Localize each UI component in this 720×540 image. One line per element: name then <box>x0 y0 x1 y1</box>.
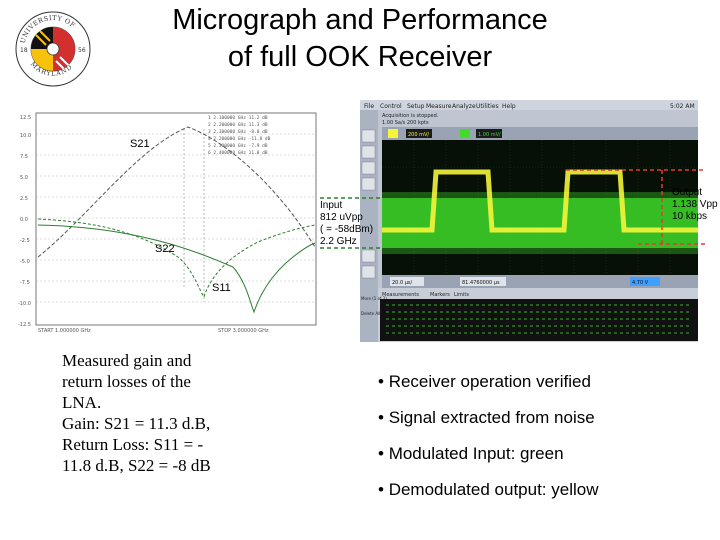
svg-text:5.0: 5.0 <box>20 175 28 181</box>
oscilloscope-screenshot: File Control Setup Measure Analyze Utili… <box>360 100 698 342</box>
ch1-scale[interactable]: 200 mV/ <box>408 132 429 138</box>
input-label: Input <box>320 200 343 211</box>
svg-text:5 2.300000 GHz -7.9 dB: 5 2.300000 GHz -7.9 dB <box>208 143 268 149</box>
sparameter-plot: 12.5 10.0 7.5 5.0 2.5 0.0 -2.5 -5.0 -7.5 -10.0… <box>18 112 317 333</box>
input-amplitude: 812 uVpp <box>320 212 363 223</box>
acquisition-status: Acquisition is stopped. <box>382 113 439 119</box>
tab-limits[interactable]: Limits <box>454 292 469 298</box>
menu-setup[interactable]: Setup <box>407 103 425 110</box>
tab-markers[interactable]: Markers <box>430 292 450 298</box>
svg-text:-12.5: -12.5 <box>18 322 31 328</box>
svg-text:-7.5: -7.5 <box>20 280 30 286</box>
svg-text:-10.0: -10.0 <box>18 301 31 307</box>
menu-file[interactable]: File <box>364 103 374 110</box>
input-annotation: Input 812 uVpp ( = -58dBm) 2.2 GHz <box>320 200 373 248</box>
position-value[interactable]: 81.4760000 µs <box>462 280 500 286</box>
caption-line-2: return losses of the <box>62 372 191 391</box>
s22-label: S22 <box>155 243 175 255</box>
caption-line-3: LNA. <box>62 393 102 412</box>
s11-label: S11 <box>212 282 231 294</box>
menu-utilities[interactable]: Utilities <box>476 103 499 110</box>
svg-text:4 2.200000 GHz -11.8 dB: 4 2.200000 GHz -11.8 dB <box>208 136 271 142</box>
svg-text:10.0: 10.0 <box>20 133 31 139</box>
caption-line-4: Gain: S21 = 11.3 d.B, <box>62 414 211 433</box>
output-datarate: 10 kbps <box>672 211 708 222</box>
menu-analyze[interactable]: Analyze <box>452 103 476 110</box>
scope-clock: 5:02 AM <box>670 103 695 110</box>
svg-text:2.5: 2.5 <box>20 196 28 202</box>
ch2-scale[interactable]: 1.00 mV/ <box>478 132 501 138</box>
title-line-2: of full OOK Receiver <box>227 41 493 73</box>
bullet-item: Demodulated output: yellow <box>378 472 599 508</box>
bullet-item: Signal extracted from noise <box>378 400 598 436</box>
sample-rate: 1.00 Sa/s 200 kpts <box>382 120 429 126</box>
results-bullet-list: Receiver operation verified Signal extra… <box>378 364 599 508</box>
menu-control[interactable]: Control <box>380 103 402 110</box>
trigger-value[interactable]: 4.70 V <box>632 280 649 286</box>
plot-caption: Measured gain and return losses of the L… <box>62 350 252 476</box>
output-annotation: Output 1.138 Vpp 10 kbps <box>672 187 718 223</box>
caption-line-5: Return Loss: S11 = - <box>62 435 204 454</box>
svg-text:0.0: 0.0 <box>20 217 28 223</box>
caption-line-6: 11.8 d.B, S22 = -8 dB <box>62 456 211 475</box>
timebase-value[interactable]: 20.0 µs/ <box>392 280 413 286</box>
tab-measurements[interactable]: Measurements <box>382 292 419 298</box>
svg-text:3 2.300000 GHz -8.0 dB: 3 2.300000 GHz -8.0 dB <box>208 129 268 135</box>
menu-help[interactable]: Help <box>502 103 516 110</box>
svg-text:1 2.100000 GHz 11.2 dB: 1 2.100000 GHz 11.2 dB <box>208 115 268 121</box>
more-button[interactable]: More (1 of 2) <box>361 296 387 301</box>
slide-title: Micrograph and Performance of full OOK R… <box>100 2 620 76</box>
title-line-1: Micrograph and Performance <box>172 4 548 36</box>
caption-line-1: Measured gain and <box>62 351 192 370</box>
bullet-item: Receiver operation verified <box>378 364 598 400</box>
input-frequency: 2.2 GHz <box>320 236 357 247</box>
svg-text:12.5: 12.5 <box>20 115 31 121</box>
svg-text:18: 18 <box>20 47 28 54</box>
svg-text:2 2.200000 GHz 11.3 dB: 2 2.200000 GHz 11.3 dB <box>208 122 268 128</box>
input-power: ( = -58dBm) <box>320 224 374 235</box>
output-amplitude: 1.138 Vpp <box>672 199 718 210</box>
svg-text:56: 56 <box>78 47 86 54</box>
university-seal-logo: 18 56 UNIVERSITY OF MARYLAND <box>15 11 91 87</box>
delete-all-button[interactable]: Delete All <box>361 311 380 316</box>
svg-text:7.5: 7.5 <box>20 154 28 160</box>
svg-text:-5.0: -5.0 <box>20 259 30 265</box>
s21-label: S21 <box>130 138 150 150</box>
svg-text:6 2.400000 GHz 11.0 dB: 6 2.400000 GHz 11.0 dB <box>208 150 268 156</box>
bullet-item: Modulated Input: green <box>378 436 598 472</box>
menu-measure[interactable]: Measure <box>426 103 452 110</box>
svg-text:STOP 3.000000 GHz: STOP 3.000000 GHz <box>218 328 269 333</box>
scope-menu-bar: File Control Setup Measure Analyze Utili… <box>364 103 695 110</box>
svg-text:-2.5: -2.5 <box>20 238 30 244</box>
output-label: Output <box>672 187 703 198</box>
svg-text:START 1.000000 GHz: START 1.000000 GHz <box>38 328 91 333</box>
